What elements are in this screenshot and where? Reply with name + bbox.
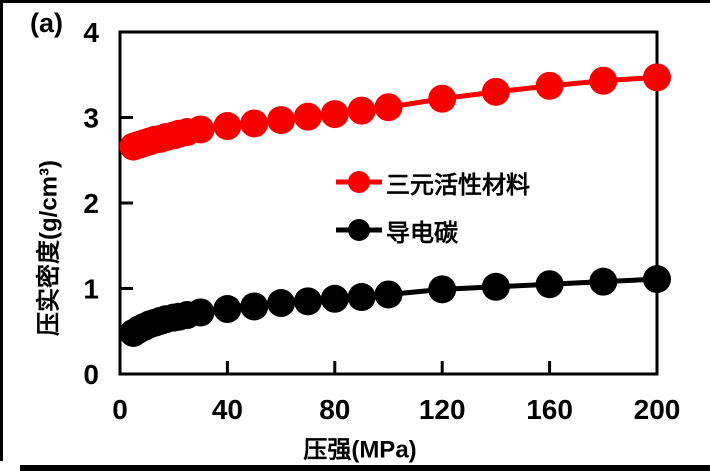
x-tick-label: 160 [526,394,573,425]
x-tick-label: 200 [634,394,681,425]
data-point-series-1 [320,284,349,313]
data-point-series-0 [240,109,269,138]
figure-frame-left [0,0,3,461]
data-point-series-1 [213,295,242,324]
data-point-series-0 [347,96,376,125]
data-point-series-1 [481,272,510,301]
x-tick-label: 80 [319,394,350,425]
legend-item-ternary-active-material: 三元活性材料 [335,167,530,199]
data-point-series-1 [589,267,618,296]
y-tick-label: 0 [83,359,99,390]
chart-legend: 三元活性材料 导电碳 [335,167,530,263]
data-point-series-0 [643,63,671,92]
y-tick-label: 3 [83,103,99,134]
data-point-series-0 [186,115,215,144]
data-point-series-0 [481,77,510,106]
legend-dot [348,219,370,241]
data-point-series-0 [428,84,457,113]
legend-marker-carbon-icon [336,219,382,241]
panel-label: (a) [30,8,63,38]
data-point-series-0 [374,93,403,122]
legend-label-ternary-active-material: 三元活性材料 [386,171,530,199]
data-point-series-0 [213,112,242,141]
legend-dot [348,171,370,193]
x-tick-label: 40 [212,394,243,425]
data-point-series-0 [293,102,322,131]
data-point-series-1 [267,289,296,318]
legend-label-conductive-carbon: 导电碳 [386,219,458,247]
figure-frame-bottom [20,465,710,471]
data-point-series-1 [347,283,376,312]
data-point-series-0 [589,66,618,95]
x-axis-title: 压强(MPa) [303,436,417,464]
plot-border [118,30,659,376]
figure-frame-top [0,0,710,3]
data-point-series-1 [240,292,269,321]
x-tick-label: 0 [112,394,128,425]
y-tick-label: 4 [83,17,99,48]
data-point-series-0 [535,71,564,100]
data-point-series-1 [374,280,403,309]
data-point-series-1 [643,265,671,294]
data-point-series-0 [320,100,349,129]
data-point-series-1 [535,270,564,299]
legend-marker-ternary-icon [336,171,382,193]
data-point-series-1 [186,298,215,327]
y-tick-label: 2 [83,188,99,219]
x-tick-label: 120 [419,394,466,425]
legend-item-conductive-carbon: 导电碳 [335,215,530,247]
data-point-series-1 [293,287,322,316]
data-point-series-0 [267,106,296,135]
y-tick-label: 1 [83,274,99,305]
data-point-series-1 [428,275,457,304]
